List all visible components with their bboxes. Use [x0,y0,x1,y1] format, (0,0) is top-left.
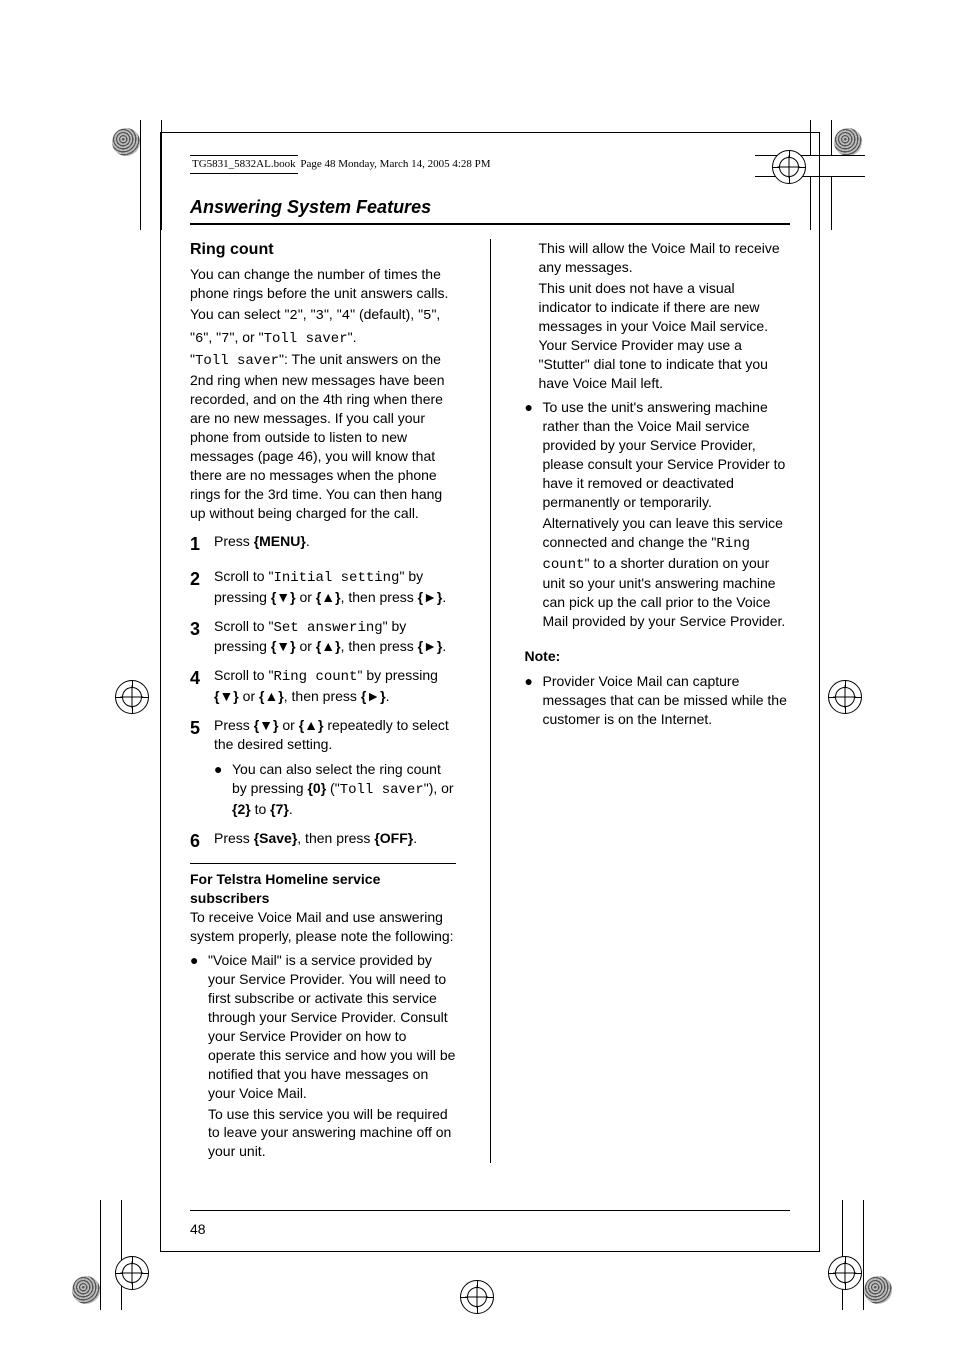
up-key: {▲} [259,688,284,704]
body-text: This unit does not have a visual indicat… [539,279,791,392]
seven-key: {7} [270,801,289,817]
bullet-dot: ● [525,398,535,633]
body-text: To receive Voice Mail and use answering … [190,908,456,946]
up-key: {▲} [299,717,324,733]
menu-key: {MENU} [254,533,306,549]
step-number: 5 [190,716,206,818]
right-key: {►} [418,638,443,654]
down-key: {▼} [214,688,239,704]
column-divider [490,239,491,1163]
body-text: To use this service you will be required… [208,1105,456,1162]
press-ornament [864,1276,892,1304]
press-ornament [834,128,862,156]
step-4: 4 Scroll to "Ring count" by pressing {▼}… [190,666,456,706]
right-column: This will allow the Voice Mail to receiv… [525,239,791,1163]
footer-rule [190,1210,790,1211]
bullet-1: ● "Voice Mail" is a service provided by … [190,951,456,1163]
page-number: 48 [190,1220,206,1341]
telstra-subhead: For Telstra Homeline service subscribers [190,863,456,908]
registration-mark-icon [828,1256,862,1290]
gutter-bar [100,1200,122,1310]
left-column: Ring count You can change the number of … [190,239,456,1163]
down-key: {▼} [254,717,279,733]
section-heading: Answering System Features [190,195,790,225]
off-key: {OFF} [374,830,413,846]
gutter-bar [842,1200,864,1310]
registration-mark-icon [460,1280,494,1314]
bullet-dot: ● [525,672,535,729]
zero-key: {0} [307,780,326,796]
step-number: 6 [190,829,206,853]
step-number: 4 [190,666,206,706]
press-ornament [112,128,140,156]
body-text: You can select "2", "3", "4" (default), … [190,305,456,326]
down-key: {▼} [271,589,296,605]
note-label: Note: [525,647,791,666]
step-5: 5 Press {▼} or {▲} repeatedly to select … [190,716,456,818]
body-text: Provider Voice Mail can capture messages… [543,672,791,729]
bullet-dot: ● [214,760,224,819]
body-text: Alternatively you can leave this service… [543,514,791,631]
body-text: To use the unit's answering machine rath… [543,398,791,511]
press-ornament [72,1276,100,1304]
book-header-meta: TG5831_5832AL.book Page 48 Monday, March… [190,155,491,174]
body-text: "Toll saver": The unit answers on the 2n… [190,350,456,522]
registration-mark-icon [115,1256,149,1290]
bullet-2: ● To use the unit's answering machine ra… [525,398,791,633]
right-key: {►} [418,589,443,605]
registration-mark-icon [115,680,149,714]
step-3: 3 Scroll to "Set answering" by pressing … [190,617,456,657]
book-filename: TG5831_5832AL.book [190,155,298,174]
step-6: 6 Press {Save}, then press {OFF}. [190,829,456,853]
save-key: {Save} [254,830,298,846]
step-number: 3 [190,617,206,657]
body-text: This will allow the Voice Mail to receiv… [539,239,791,277]
step-1: 1 Press {MENU}. [190,532,456,556]
bullet-dot: ● [190,951,200,1163]
body-text: "Voice Mail" is a service provided by yo… [208,951,456,1102]
book-page-date: Page 48 Monday, March 14, 2005 4:28 PM [298,158,491,170]
down-key: {▼} [271,638,296,654]
gutter-bar [140,120,162,230]
sub-bullet: ● You can also select the ring count by … [214,760,456,819]
step-2: 2 Scroll to "Initial setting" by pressin… [190,567,456,607]
right-key: {►} [361,688,386,704]
body-text: "6", "7", or "Toll saver". [190,328,456,349]
two-key: {2} [232,801,251,817]
step-number: 1 [190,532,206,556]
body-text: You can change the number of times the p… [190,265,456,303]
step-number: 2 [190,567,206,607]
note-bullet: ● Provider Voice Mail can capture messag… [525,672,791,729]
up-key: {▲} [316,589,341,605]
registration-mark-icon [828,680,862,714]
up-key: {▲} [316,638,341,654]
subheading-ring-count: Ring count [190,239,456,261]
